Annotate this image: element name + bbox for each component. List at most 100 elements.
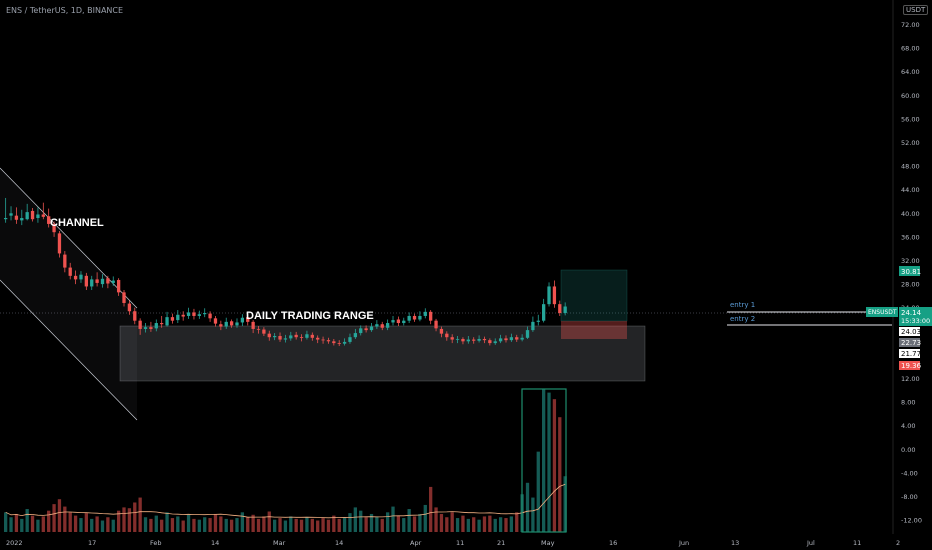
volume-bar [531, 497, 535, 532]
candle-body [170, 317, 175, 321]
x-tick-label: 21 [497, 539, 505, 547]
volume-bar [273, 519, 277, 532]
candle-body [79, 274, 83, 280]
volume-bar [154, 515, 158, 532]
volume-bar [95, 516, 99, 532]
candle-body [138, 320, 142, 329]
volume-bar [262, 516, 266, 532]
entry1-label: entry 1 [730, 301, 755, 309]
candle-body [251, 321, 255, 329]
channel-annotation: CHANNEL [50, 217, 104, 229]
x-tick-label: Apr [410, 539, 422, 547]
candle-body [273, 336, 277, 338]
volume-bar [138, 497, 142, 532]
currency-unit-badge[interactable]: USDT [903, 5, 929, 15]
x-tick-label: 2 [896, 539, 900, 547]
candle-body [289, 335, 293, 339]
volume-bar [402, 518, 406, 532]
volume-bar [143, 517, 148, 532]
volume-bar [197, 519, 201, 532]
candle-body [4, 218, 8, 220]
volume-bar [251, 514, 255, 532]
x-tick-label: 13 [731, 539, 739, 547]
volume-bar [525, 482, 530, 532]
candle-body [240, 317, 245, 323]
y-tick-label: -8.00 [901, 493, 918, 501]
target-price-label: 30.81 [899, 266, 921, 276]
candle-body [143, 327, 148, 329]
volume-bar [396, 515, 401, 532]
y-tick-label: 0.00 [901, 446, 915, 454]
volume-bar [407, 509, 411, 532]
candle-body [213, 318, 218, 324]
candle-body [68, 267, 72, 276]
target-price-text: 30.81 [901, 268, 921, 276]
volume-bar [509, 516, 514, 532]
channel-lower-line [0, 279, 138, 421]
candle-body [47, 216, 51, 224]
candle-body [90, 279, 94, 287]
x-tick-label: 11 [853, 539, 861, 547]
volume-bar [434, 507, 438, 532]
y-tick-label: -12.00 [901, 517, 922, 525]
volume-bar [348, 513, 352, 532]
volume-bar [30, 515, 35, 532]
volume-bar [267, 511, 271, 532]
candle-body [149, 327, 153, 329]
candles [4, 197, 567, 347]
candle-body [407, 315, 411, 321]
volume-bar [289, 516, 293, 532]
candle-body [515, 337, 519, 340]
candle-body [133, 311, 137, 321]
volume-bar [52, 504, 56, 532]
y-tick-label: 48.00 [901, 163, 920, 171]
time-axis[interactable]: 2022 17 Feb 14 Mar 14 Apr 11 21 May 16 Jun 13 Jul 11 2 [6, 539, 900, 547]
candle-body [267, 333, 271, 338]
volume-bar [515, 512, 519, 532]
candle-body [466, 339, 470, 342]
candle-body [186, 312, 191, 316]
y-tick-label: 8.00 [901, 399, 915, 407]
volume-bar [57, 499, 62, 532]
volume-bar [423, 504, 427, 532]
volume-bar [63, 506, 67, 532]
y-tick-label: 4.00 [901, 422, 915, 430]
candle-body [472, 339, 476, 341]
candle-body [423, 311, 427, 316]
candle-body [224, 321, 228, 327]
candle-body [256, 328, 261, 330]
symbol-header: ENS / TetherUS, 1D, BINANCE [6, 6, 124, 15]
volume-bar [224, 518, 228, 532]
candle-body [95, 279, 99, 283]
y-tick-label: 44.00 [901, 186, 920, 194]
candle-body [36, 214, 40, 219]
stop-zone [561, 321, 627, 339]
volume-bar [326, 519, 331, 532]
volume-bar [122, 507, 126, 532]
volume-bar [208, 518, 212, 532]
candle-body [493, 341, 497, 344]
volume-bar [176, 516, 180, 532]
candle-body [498, 338, 503, 342]
candle-body [73, 275, 78, 280]
volume-bar [186, 514, 191, 532]
volume-bar [439, 513, 444, 532]
candle-body [192, 312, 196, 316]
volume-bar [305, 517, 309, 532]
volume-bar [127, 508, 132, 532]
volume-bar [149, 518, 153, 532]
volume-bar [203, 517, 207, 532]
volume-bar [542, 388, 546, 532]
volume-bar [445, 517, 449, 532]
x-tick-label: 2022 [6, 539, 23, 547]
candle-body [348, 337, 352, 342]
volume-bar [536, 451, 540, 532]
volume-bar [477, 519, 481, 532]
y-tick-label: 12.00 [901, 375, 920, 383]
candle-body [278, 336, 282, 340]
volume-bar [353, 507, 357, 532]
volume-bar [504, 518, 508, 532]
volume-bar [466, 518, 470, 532]
